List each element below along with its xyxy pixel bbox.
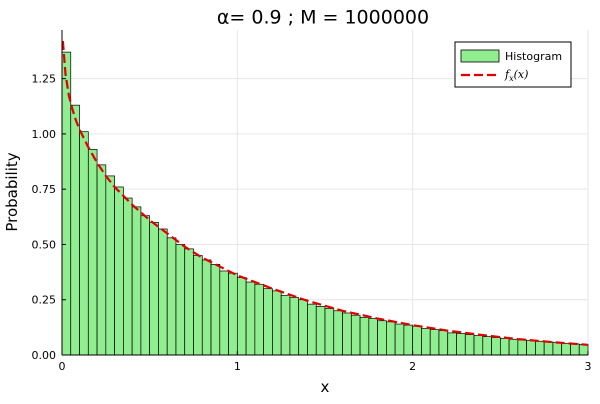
x-tick-label: 3 [585,360,592,373]
histogram-bar [421,328,431,356]
histogram-bar [526,340,536,356]
y-tick-label: 0.50 [32,238,57,251]
histogram-bar [578,344,589,356]
histogram-bar [315,306,326,356]
histogram-bar [280,294,291,356]
histogram-bar [219,270,229,356]
histogram-bars [61,51,589,356]
histogram-bar [166,237,177,356]
chart-title: α= 0.9 ; M = 1000000 [217,7,429,29]
axes [61,30,588,356]
histogram-bar [140,215,151,356]
histogram-bar [158,228,168,356]
histogram-bar [473,335,484,356]
histogram-bar [236,277,247,356]
histogram-bar [131,206,142,356]
histogram-bar [193,255,203,356]
histogram-bar [105,175,115,356]
y-tick-label: 1.25 [32,73,57,86]
histogram-bar [272,290,282,356]
histogram-bar [491,337,501,356]
histogram-bar [403,324,414,356]
histogram-bar [543,341,554,356]
y-tick-label: 0.00 [32,349,57,362]
histogram-bar [517,339,527,356]
legend-histogram-label: Histogram [505,50,562,63]
histogram-bar [123,197,133,356]
histogram-bar [377,320,387,356]
histogram-bar [87,149,98,356]
histogram-bar [184,248,194,356]
histogram-bar [114,186,124,356]
histogram-bar [499,338,510,356]
histogram-bar [228,272,238,356]
histogram-bar [394,323,405,356]
y-tick-label: 1.00 [32,128,57,141]
histogram-bar [561,342,571,356]
histogram-bar [245,281,256,356]
histogram-bar [289,297,300,356]
histogram-bar [429,329,440,356]
y-tick-label: 0.25 [32,294,57,307]
density-curve [61,40,589,346]
legend: Histogram fx(x) [454,41,572,88]
legend-histogram-swatch [460,49,500,63]
y-tick-label: 0.75 [32,183,57,196]
histogram-bar [201,259,212,356]
histogram-bar [359,317,370,356]
histogram-bar [508,338,519,356]
histogram-bar [438,330,449,356]
histogram-bar [70,104,80,356]
histogram-bar [412,325,422,356]
x-tick-label: 2 [409,360,416,373]
histogram-bar [456,333,466,356]
x-axis-ticks: 0 1 2 3 [59,351,592,373]
histogram-bar [175,244,186,356]
histogram-bar [254,283,264,356]
x-tick-label: 1 [234,360,241,373]
x-axis-title: x [321,378,330,396]
x-tick-label: 0 [59,360,66,373]
histogram-bar [570,343,580,356]
histogram-bar [307,303,317,356]
histogram-bar [96,164,107,356]
histogram-bar [210,264,221,356]
histogram-bar [149,221,159,356]
histogram-bar [298,299,308,356]
histogram-bar [535,340,545,356]
histogram-bar [552,342,563,356]
y-axis-title: Probability [3,152,21,231]
legend-density-label: fx(x) [504,68,528,83]
y-axis-ticks: 0.00 0.25 0.50 0.75 1.00 1.25 [32,73,66,362]
histogram-bar [342,312,352,356]
histogram-bar [464,334,475,356]
histogram-bar [333,310,343,356]
histogram-bar [386,321,396,356]
histogram-bar [368,318,378,356]
histogram-bar [79,131,89,356]
histogram-bar [263,288,273,356]
histogram-bar [324,308,335,356]
legend-box [454,41,572,88]
histogram-bar [350,314,361,356]
histogram-bar [447,332,457,356]
histogram-bar [482,336,492,356]
